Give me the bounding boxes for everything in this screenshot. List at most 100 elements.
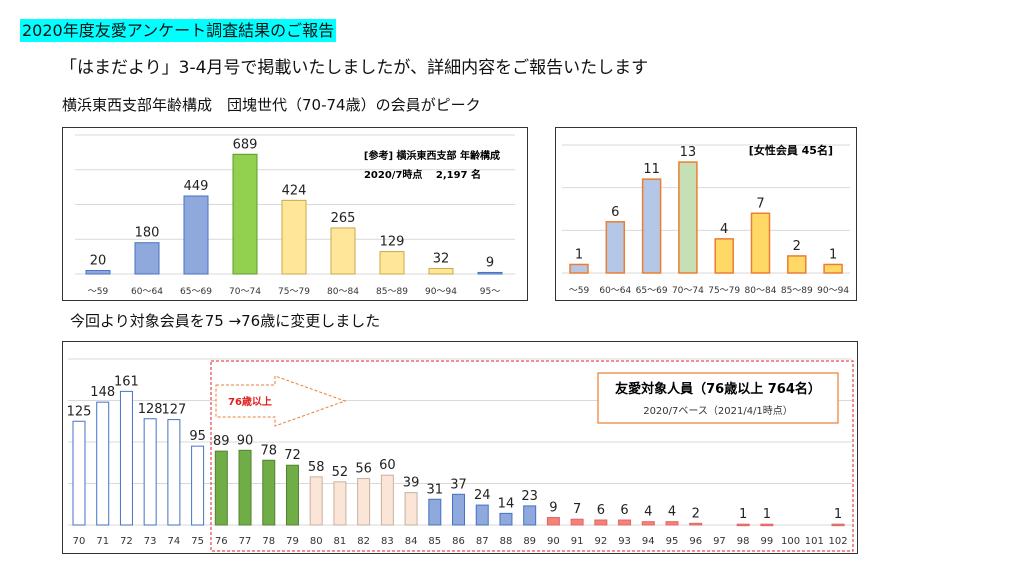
bar — [214, 450, 228, 526]
bar — [569, 263, 589, 274]
tick-label: 86 — [452, 536, 465, 547]
tick-label: 77 — [239, 536, 252, 547]
tick-label: 85～89 — [781, 286, 813, 296]
bar — [452, 493, 466, 526]
tick-label: 88 — [500, 536, 513, 547]
data-label: 7 — [756, 196, 764, 211]
tick-label: ～59 — [88, 287, 109, 297]
bar — [641, 521, 655, 526]
tick-label: 95～ — [480, 287, 500, 297]
data-label: 2 — [692, 506, 700, 521]
data-label: 689 — [233, 137, 258, 152]
bar — [357, 478, 371, 526]
bar — [96, 401, 110, 526]
data-label: 9 — [549, 501, 557, 516]
bar — [333, 481, 347, 526]
tick-label: 90～94 — [817, 286, 849, 296]
data-label: 90 — [237, 433, 254, 448]
bar — [736, 523, 750, 527]
bar — [618, 519, 632, 526]
tick-label: 89 — [523, 536, 536, 547]
tick-label: 72 — [120, 536, 133, 547]
tick-label: 92 — [594, 536, 607, 547]
bar — [143, 418, 157, 526]
tick-label: 96 — [689, 536, 702, 547]
target-range-box — [210, 360, 854, 552]
page-title: 2020年度友愛アンケート調査結果のご報告 — [20, 19, 337, 42]
bar — [72, 420, 86, 526]
data-label: 4 — [644, 505, 652, 520]
data-label: 2 — [793, 239, 801, 254]
data-label: 72 — [284, 448, 301, 463]
data-label: 180 — [135, 226, 160, 241]
bar — [594, 519, 608, 526]
bar — [119, 390, 133, 526]
bar — [309, 476, 323, 526]
info-box — [597, 372, 839, 424]
bar — [167, 419, 181, 526]
data-label: 56 — [355, 462, 372, 477]
tick-label: 81 — [334, 536, 347, 547]
tick-label: 93 — [618, 536, 631, 547]
bar — [605, 221, 626, 274]
data-label: 4 — [668, 505, 676, 520]
bar — [262, 459, 276, 526]
tick-label: 102 — [828, 536, 847, 547]
data-label: 14 — [498, 496, 515, 511]
tick-label: 85～89 — [376, 287, 408, 297]
bar — [546, 517, 560, 526]
bar — [678, 161, 698, 274]
data-label: 9 — [486, 255, 494, 270]
bar — [428, 267, 454, 275]
data-label: 95 — [189, 429, 206, 444]
tick-label: 83 — [381, 536, 394, 547]
tick-label: 65～69 — [636, 286, 668, 296]
bar — [134, 242, 160, 275]
tick-label: 76 — [215, 536, 228, 547]
arrow-icon — [215, 375, 347, 427]
tick-label: 70 — [73, 536, 86, 547]
page-subtitle: 「はまだより」3-4月号で掲載いたしましたが、詳細内容をご報告いたします — [60, 58, 649, 78]
tick-label: 85 — [428, 536, 441, 547]
bar — [85, 270, 111, 275]
data-label: 31 — [427, 482, 444, 497]
tick-label: 80～84 — [745, 286, 777, 296]
tick-label: 82 — [357, 536, 370, 547]
bar — [823, 263, 843, 274]
data-label: 125 — [67, 404, 92, 419]
age-caption: 横浜東西支部年齢構成 団塊世代（70-74歳）の会員がピーク — [62, 96, 481, 114]
info-title: 友愛対象人員（76歳以上 764名） — [615, 381, 821, 397]
tick-label: 73 — [144, 536, 157, 547]
chart-subtitle: 2020/7時点 2,197 名 — [364, 168, 481, 181]
bar — [523, 505, 537, 526]
bar — [428, 498, 442, 526]
data-label: 424 — [282, 183, 307, 198]
bar — [714, 238, 734, 274]
bar — [380, 474, 394, 526]
bar — [183, 195, 209, 275]
data-label: 1 — [763, 507, 771, 522]
tick-label: 75 — [191, 536, 204, 547]
tick-label: 99 — [761, 536, 774, 547]
tick-label: 101 — [805, 536, 824, 547]
chart-title: [参考] 横浜東西支部 年齢構成 — [364, 149, 500, 162]
bar — [641, 178, 662, 274]
tick-label: 75～79 — [278, 287, 310, 297]
tick-label: 70～74 — [672, 286, 704, 296]
bar — [787, 255, 807, 274]
bar — [760, 523, 774, 527]
tick-label: 71 — [96, 536, 109, 547]
arrow-label: 76歳以上 — [228, 395, 272, 408]
tick-label: 60～64 — [599, 286, 631, 296]
tick-label: 80 — [310, 536, 323, 547]
tick-label: 79 — [286, 536, 299, 547]
data-label: 24 — [474, 488, 491, 503]
bar — [831, 523, 845, 527]
data-label: 265 — [331, 211, 356, 226]
data-label: 1 — [829, 247, 837, 262]
data-label: 78 — [260, 443, 277, 458]
data-label: 37 — [450, 477, 467, 492]
tick-label: 74 — [168, 536, 181, 547]
tick-label: 84 — [405, 536, 418, 547]
